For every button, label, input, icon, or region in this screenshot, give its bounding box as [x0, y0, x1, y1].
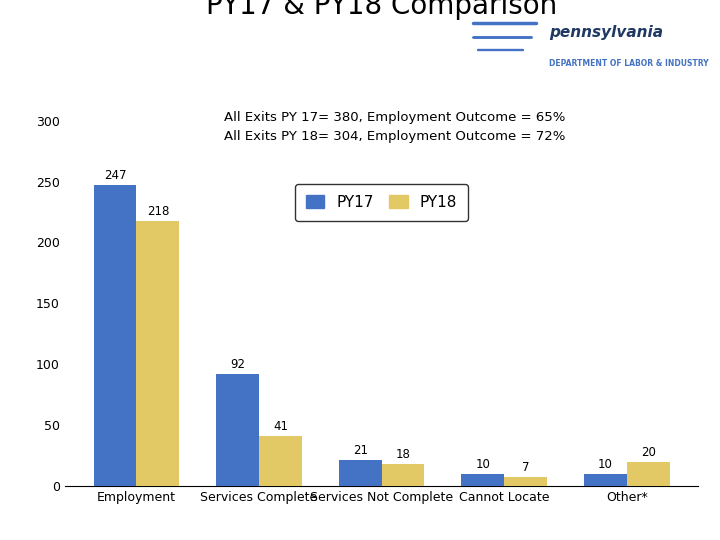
Bar	[626, 462, 670, 486]
Text: 247: 247	[104, 169, 126, 182]
Legend: PY17, PY18: PY17, PY18	[295, 184, 468, 220]
Text: 10: 10	[598, 458, 613, 471]
Text: 7: 7	[522, 462, 529, 475]
Text: 10: 10	[475, 458, 490, 471]
Text: 218: 218	[147, 205, 169, 218]
Bar	[382, 464, 425, 486]
Text: Adult/Dislocated Worker Exits: Adult/Dislocated Worker Exits	[14, 35, 306, 52]
Bar	[584, 474, 626, 486]
Text: All Exits PY 17= 380, Employment Outcome = 65%
All Exits PY 18= 304, Employment : All Exits PY 17= 380, Employment Outcome…	[224, 111, 565, 143]
Bar	[94, 185, 137, 486]
Text: pennsylvania: pennsylvania	[549, 25, 663, 40]
Bar	[137, 220, 179, 486]
Bar	[338, 461, 382, 486]
Bar	[259, 436, 302, 486]
Bar	[216, 374, 259, 486]
Text: 18: 18	[395, 448, 410, 461]
Text: 41: 41	[273, 420, 288, 433]
Text: 21: 21	[353, 444, 368, 457]
Text: 20: 20	[641, 446, 656, 458]
Title: PY17 & PY18 Comparison: PY17 & PY18 Comparison	[206, 0, 557, 20]
Bar	[462, 474, 504, 486]
Text: DEPARTMENT OF LABOR & INDUSTRY: DEPARTMENT OF LABOR & INDUSTRY	[549, 59, 708, 68]
Bar	[504, 477, 547, 486]
Text: 92: 92	[230, 358, 245, 371]
